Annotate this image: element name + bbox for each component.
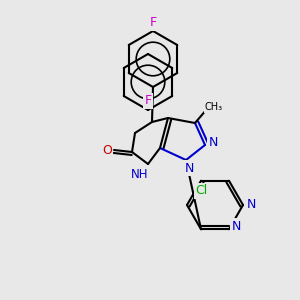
- Text: N: N: [231, 220, 241, 233]
- Text: CH₃: CH₃: [205, 102, 223, 112]
- Text: O: O: [102, 143, 112, 157]
- Text: N: N: [208, 136, 218, 149]
- Text: F: F: [149, 16, 157, 29]
- Text: NH: NH: [131, 167, 149, 181]
- Text: F: F: [144, 94, 152, 107]
- Text: N: N: [246, 199, 256, 212]
- Text: Cl: Cl: [195, 184, 207, 197]
- Text: N: N: [184, 161, 194, 175]
